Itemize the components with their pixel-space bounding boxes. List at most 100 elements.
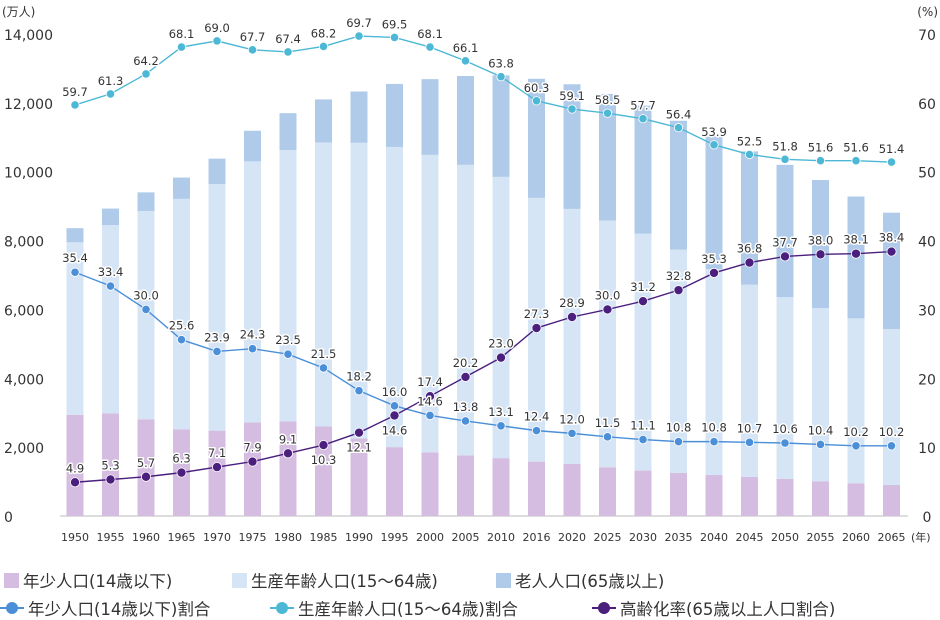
legend-item-youth-pop: 年少人口(14歳以下) (4, 568, 172, 592)
point-youth-ratio (851, 441, 861, 451)
bar-segment-working (634, 233, 652, 471)
bar-segment-youth (102, 413, 119, 516)
data-label-youth-ratio: 10.8 (701, 421, 727, 435)
x-tick-label: 1970 (203, 531, 231, 544)
bar-segment-youth (386, 447, 403, 516)
point-youth-ratio (70, 267, 80, 277)
point-working-ratio (318, 41, 329, 51)
data-label-aging-rate: 6.3 (172, 452, 190, 466)
x-tick-label: 2016 (523, 531, 551, 544)
legend-item-elderly-pop: 老人人口(65歳以上) (496, 568, 664, 592)
point-working-ratio (176, 42, 187, 52)
bar-segment-working (492, 176, 510, 459)
x-tick-label: 1975 (239, 531, 267, 544)
data-label-youth-ratio: 10.6 (772, 422, 798, 436)
data-label-aging-rate: 5.7 (137, 456, 155, 470)
data-label-youth-ratio: 12.4 (524, 410, 550, 424)
data-label-aging-rate: 5.3 (101, 459, 119, 473)
point-aging-rate (567, 312, 578, 323)
point-working-ratio (709, 140, 719, 150)
data-label-aging-rate: 30.0 (595, 288, 621, 302)
legend-label-youth: 年少人口(14歳以下) (23, 572, 173, 591)
bar-segment-working (244, 161, 261, 423)
data-label-youth-ratio: 18.2 (346, 370, 372, 384)
data-label-youth-ratio: 13.8 (453, 400, 479, 414)
y-right-tick-label: 70 (918, 28, 936, 44)
bar-segment-elderly (244, 130, 261, 162)
y-left-tick-label: 2,000 (4, 441, 44, 457)
data-label-working-ratio: 51.6 (808, 141, 834, 155)
y-right-tick-label: 50 (918, 166, 936, 182)
point-aging-rate (282, 448, 293, 459)
legend-swatch-working (232, 572, 247, 588)
y-left-tick-label: 4,000 (4, 372, 44, 388)
point-aging-rate (602, 304, 613, 315)
point-aging-rate (638, 296, 649, 307)
point-aging-rate (247, 456, 258, 467)
data-label-working-ratio: 68.2 (311, 26, 337, 40)
data-label-working-ratio: 63.8 (488, 57, 514, 71)
x-tick-label: 2030 (629, 531, 657, 544)
point-youth-ratio (389, 401, 400, 411)
legend-line-youth-ratio (0, 601, 24, 615)
legend-line-aging-rate (592, 601, 616, 615)
bar-segment-youth (812, 481, 829, 516)
data-label-aging-rate: 9.1 (279, 432, 297, 446)
y-left-unit: (万人) (2, 5, 35, 19)
bar-segment-working (315, 142, 332, 427)
legend-label-aging-rate: 高齢化率(65歳以上人口割合) (620, 600, 836, 619)
bar-segment-working (279, 150, 297, 422)
bar-segment-youth (776, 478, 794, 516)
data-label-working-ratio: 52.5 (737, 135, 763, 149)
data-label-youth-ratio: 11.1 (630, 419, 656, 433)
point-working-ratio (780, 154, 790, 164)
bar-segment-youth (66, 414, 84, 516)
data-label-aging-rate: 31.2 (630, 280, 656, 294)
point-working-ratio (247, 45, 258, 55)
point-youth-ratio (709, 437, 719, 447)
point-working-ratio (105, 89, 116, 99)
point-youth-ratio (602, 432, 613, 442)
point-youth-ratio (531, 426, 542, 436)
point-aging-rate (851, 248, 862, 259)
data-label-youth-ratio: 10.8 (666, 421, 692, 435)
point-aging-rate (744, 257, 755, 268)
bar-segment-working (847, 318, 865, 484)
legend-line-working-ratio (270, 601, 294, 615)
data-label-youth-ratio: 11.5 (595, 416, 621, 430)
point-working-ratio (851, 156, 861, 166)
bar-segment-elderly (457, 76, 474, 165)
bar-segment-working (776, 297, 794, 479)
x-tick-label: 1980 (274, 531, 302, 544)
x-tick-label: 1960 (132, 531, 160, 544)
x-tick-label: 1985 (310, 531, 338, 544)
bar-segment-youth (741, 476, 758, 516)
legend-item-working-ratio: 生産年齢人口(15〜64歳)割合 (270, 596, 518, 620)
point-aging-rate (105, 474, 116, 485)
data-label-aging-rate: 7.9 (243, 441, 261, 455)
y-right-tick-label: 40 (918, 235, 936, 251)
x-tick-label: 2040 (700, 531, 728, 544)
bar-segment-elderly (386, 83, 403, 147)
data-label-working-ratio: 58.5 (595, 93, 621, 107)
bar-segment-working (386, 146, 403, 448)
x-tick-label: 2010 (487, 531, 515, 544)
point-aging-rate (176, 467, 187, 478)
data-label-aging-rate: 14.6 (382, 423, 408, 437)
data-label-youth-ratio: 30.0 (133, 288, 159, 302)
data-label-aging-rate: 36.8 (737, 242, 763, 256)
point-youth-ratio (247, 344, 258, 354)
legend-label-elderly: 老人人口(65歳以上) (515, 572, 665, 591)
bar-segment-working (705, 269, 723, 476)
point-working-ratio (70, 100, 80, 110)
point-youth-ratio (318, 363, 329, 373)
data-label-working-ratio: 67.7 (240, 30, 266, 44)
data-label-aging-rate: 35.3 (701, 252, 727, 266)
y-right-unit: (%) (917, 5, 938, 19)
legend-item-working-pop: 生産年齢人口(15〜64歳) (232, 568, 438, 592)
data-label-aging-rate: 38.1 (843, 233, 869, 247)
point-aging-rate (389, 410, 400, 421)
bar-segment-youth (279, 421, 297, 516)
bar-segment-working (350, 142, 368, 439)
